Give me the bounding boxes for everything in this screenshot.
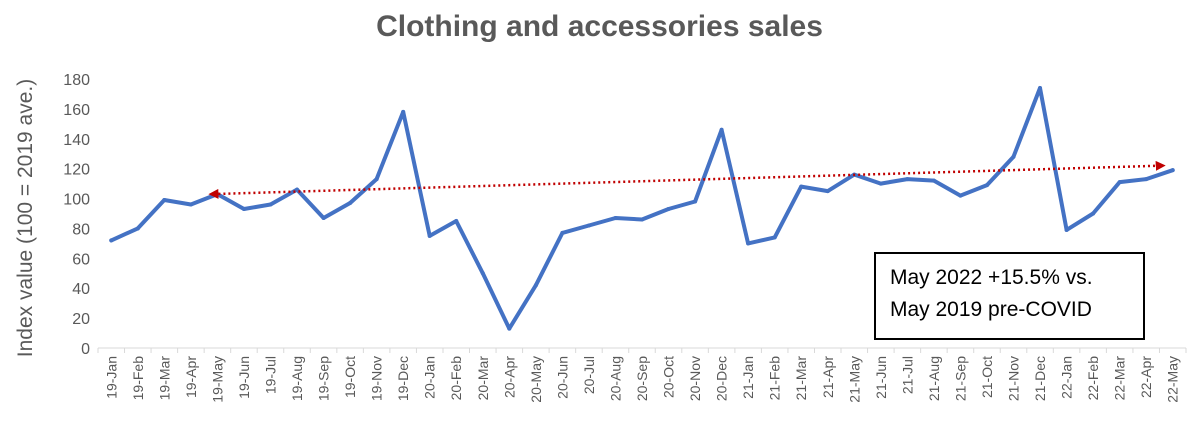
data-point xyxy=(719,127,724,132)
y-tick-label: 0 xyxy=(81,341,90,358)
data-point xyxy=(693,199,698,204)
data-point xyxy=(1064,227,1069,232)
y-tick-label: 140 xyxy=(63,132,90,149)
x-tick-label: 20-Dec xyxy=(714,356,730,401)
x-tick-label: 20-Aug xyxy=(607,356,623,401)
data-point xyxy=(878,181,883,186)
data-point xyxy=(1091,211,1096,216)
x-tick-label: 21-Mar xyxy=(793,356,809,401)
data-point xyxy=(772,235,777,240)
data-point xyxy=(1144,177,1149,182)
x-tick-label: 21-Sep xyxy=(952,356,968,401)
data-point xyxy=(427,233,432,238)
y-tick-label: 60 xyxy=(72,251,90,268)
data-point xyxy=(746,241,751,246)
y-tick-label: 100 xyxy=(63,192,90,209)
x-tick-label: 19-Mar xyxy=(156,356,172,401)
data-point xyxy=(348,201,353,206)
x-tick-label: 20-Jun xyxy=(554,356,570,399)
x-tick-label: 21-Jan xyxy=(740,356,756,399)
data-point xyxy=(507,326,512,331)
trend-arrow-line xyxy=(208,160,1166,199)
x-axis-ticks: 19-Jan 19-Feb 19-Mar 19-Apr 19-May 19-Jun 19-J… xyxy=(103,356,1180,403)
data-point xyxy=(162,198,167,203)
x-tick-label: 22-Jan xyxy=(1059,356,1075,399)
x-tick-label: 21-Jun xyxy=(873,356,889,399)
x-tick-label: 19-May xyxy=(209,356,225,403)
annotation-line-1: May 2022 +15.5% vs. xyxy=(890,266,1093,289)
x-tick-label: 21-Dec xyxy=(1032,356,1048,401)
x-tick-label: 20-Mar xyxy=(475,356,491,401)
x-tick-label: 19-Oct xyxy=(342,356,358,398)
x-tick-label: 19-Apr xyxy=(183,356,199,398)
x-tick-label: 22-Apr xyxy=(1138,356,1154,398)
x-tick-label: 22-Mar xyxy=(1112,356,1128,401)
data-point xyxy=(613,215,618,220)
x-tick-label: 21-Oct xyxy=(979,356,995,398)
y-tick-label: 80 xyxy=(72,221,90,238)
y-axis-ticks: 0 20 40 60 80 100 120 140 160 180 xyxy=(63,72,90,358)
x-tick-label: 20-Nov xyxy=(687,356,703,401)
data-point xyxy=(984,183,989,188)
data-point xyxy=(374,177,379,182)
annotation-line-2: May 2019 pre-COVID xyxy=(890,298,1092,321)
data-point xyxy=(666,207,671,212)
y-tick-label: 160 xyxy=(63,102,90,119)
x-tick-label: 19-Dec xyxy=(395,356,411,401)
x-tick-label: 19-Aug xyxy=(289,356,305,401)
data-point xyxy=(268,202,273,207)
x-tick-label: 20-Apr xyxy=(501,356,517,398)
y-axis-label: Index value (100 = 2019 ave.) xyxy=(14,79,37,357)
data-point xyxy=(135,226,140,231)
x-tick-label: 19-Sep xyxy=(316,356,332,401)
data-point xyxy=(905,177,910,182)
x-tick-label: 21-Apr xyxy=(820,356,836,398)
x-tick-label: 21-Jul xyxy=(899,356,915,394)
chart-title: Clothing and accessories sales xyxy=(376,10,823,43)
data-point xyxy=(401,109,406,114)
data-point xyxy=(480,271,485,276)
y-tick-label: 120 xyxy=(63,162,90,179)
data-point xyxy=(1011,154,1016,159)
x-tick-label: 21-Feb xyxy=(767,356,783,401)
x-tick-label: 20-Jan xyxy=(422,356,438,399)
x-tick-label: 22-May xyxy=(1165,356,1181,403)
data-point xyxy=(241,207,246,212)
x-axis-tick-marks xyxy=(97,348,1187,353)
annotation-box: May 2022 +15.5% vs. May 2019 pre-COVID xyxy=(874,252,1145,340)
x-tick-label: 22-Feb xyxy=(1085,356,1101,401)
data-point xyxy=(533,283,538,288)
data-point xyxy=(1117,180,1122,185)
y-tick-label: 20 xyxy=(72,311,90,328)
data-point xyxy=(931,178,936,183)
x-tick-label: 19-Jun xyxy=(236,356,252,399)
data-point xyxy=(586,223,591,228)
data-point xyxy=(958,193,963,198)
x-tick-label: 19-Nov xyxy=(369,356,385,401)
data-point xyxy=(1170,168,1175,173)
x-tick-label: 20-Jul xyxy=(581,356,597,394)
x-tick-label: 19-Jan xyxy=(103,356,119,399)
x-tick-label: 20-Sep xyxy=(634,356,650,401)
x-tick-label: 21-Aug xyxy=(926,356,942,401)
x-tick-label: 20-Feb xyxy=(448,356,464,401)
x-tick-label: 19-Feb xyxy=(130,356,146,401)
data-point xyxy=(640,217,644,222)
data-point xyxy=(825,189,830,194)
x-tick-label: 20-May xyxy=(528,356,544,403)
data-point xyxy=(321,215,326,220)
y-tick-label: 40 xyxy=(72,281,90,298)
data-point xyxy=(1038,85,1043,90)
data-point xyxy=(799,184,804,189)
data-point xyxy=(454,218,459,223)
data-point xyxy=(560,230,565,235)
x-tick-label: 21-Nov xyxy=(1006,356,1022,401)
y-tick-label: 180 xyxy=(63,72,90,89)
x-tick-label: 21-May xyxy=(846,356,862,403)
data-point xyxy=(188,202,193,207)
data-point xyxy=(109,238,114,243)
x-tick-label: 19-Jul xyxy=(262,356,278,394)
x-tick-label: 20-Oct xyxy=(661,356,677,398)
